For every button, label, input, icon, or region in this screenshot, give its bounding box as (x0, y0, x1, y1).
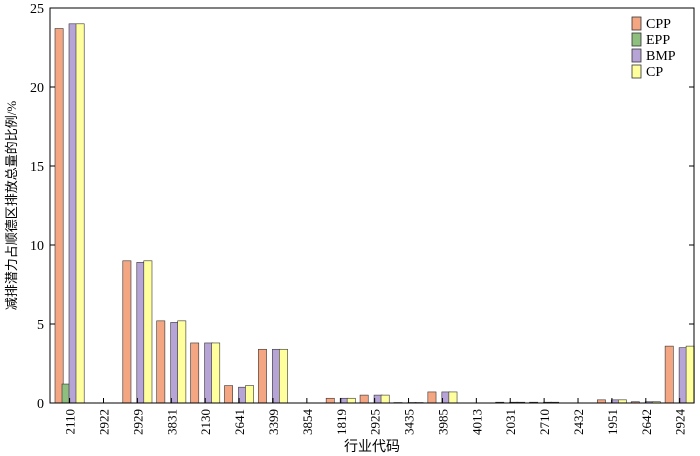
y-axis-label: 减排潜力占顺德区排放总量的比例/% (4, 101, 19, 311)
bar-cp (143, 260, 153, 404)
y-tick-label: 25 (30, 2, 44, 17)
bar-cpp (427, 391, 437, 404)
bar-cp (279, 348, 288, 404)
bar-group (54, 23, 695, 404)
bar-cpp (359, 394, 369, 404)
bar-cpp (258, 348, 267, 404)
x-tick-label: 1819 (334, 409, 349, 435)
legend-swatch-epp (631, 32, 642, 47)
bar-cp (380, 394, 390, 404)
x-tick-label: 2031 (503, 409, 518, 435)
legend-label-cpp: CPP (646, 17, 671, 32)
bar-cpp (325, 397, 335, 404)
plot-frame (49, 7, 695, 404)
legend-label-bmp: BMP (646, 49, 676, 64)
x-tick-label: 3854 (300, 409, 315, 436)
bar-cp (211, 342, 221, 404)
x-tick-label: 2130 (198, 409, 213, 435)
bar-cpp (224, 385, 233, 404)
x-tick-label: 2432 (571, 409, 586, 435)
x-tick-label: 2924 (673, 409, 688, 436)
y-tick-label: 0 (37, 397, 44, 412)
x-axis: 2110 2922 2929 3831 2130 2641 3399 3854 1819 2925… (63, 398, 688, 435)
bar-cp (685, 345, 695, 404)
legend-swatch-cpp (631, 16, 642, 31)
y-axis: 0 5 10 15 20 25 (30, 2, 694, 412)
bar-cp (177, 320, 187, 404)
legend-swatch-bmp (631, 48, 642, 63)
x-tick-label: 2642 (639, 409, 654, 435)
x-tick-label: 2710 (537, 409, 552, 435)
bar-cp (245, 385, 254, 404)
bar-cpp (664, 345, 674, 404)
x-tick-label: 2641 (232, 409, 247, 435)
bar-cp (448, 391, 458, 404)
legend-swatch-cp (631, 64, 642, 79)
x-tick-label: 3985 (435, 409, 450, 435)
y-tick-label: 5 (37, 318, 44, 333)
legend-label-cp: CP (646, 65, 663, 80)
x-axis-label: 行业代码 (344, 439, 400, 455)
x-tick-label: 2929 (130, 409, 145, 435)
x-tick-label: 3399 (266, 409, 281, 435)
y-tick-label: 10 (30, 239, 44, 254)
y-tick-label: 15 (30, 160, 44, 175)
bar-cpp (122, 260, 132, 404)
legend-label-epp: EPP (646, 33, 670, 48)
bar-cp (346, 397, 356, 404)
y-tick-label: 20 (30, 81, 44, 96)
bar-cpp (156, 320, 166, 404)
bar-cpp (190, 342, 200, 404)
x-tick-label: 4013 (469, 409, 484, 435)
x-tick-label: 1951 (605, 409, 620, 435)
x-tick-label: 3831 (164, 409, 179, 435)
x-tick-label: 3435 (402, 409, 417, 435)
x-tick-label: 2110 (63, 409, 78, 435)
x-tick-label: 2922 (97, 409, 112, 435)
x-tick-label: 2925 (368, 409, 383, 435)
bar-cp (75, 23, 85, 404)
bar-cpp (54, 28, 64, 404)
